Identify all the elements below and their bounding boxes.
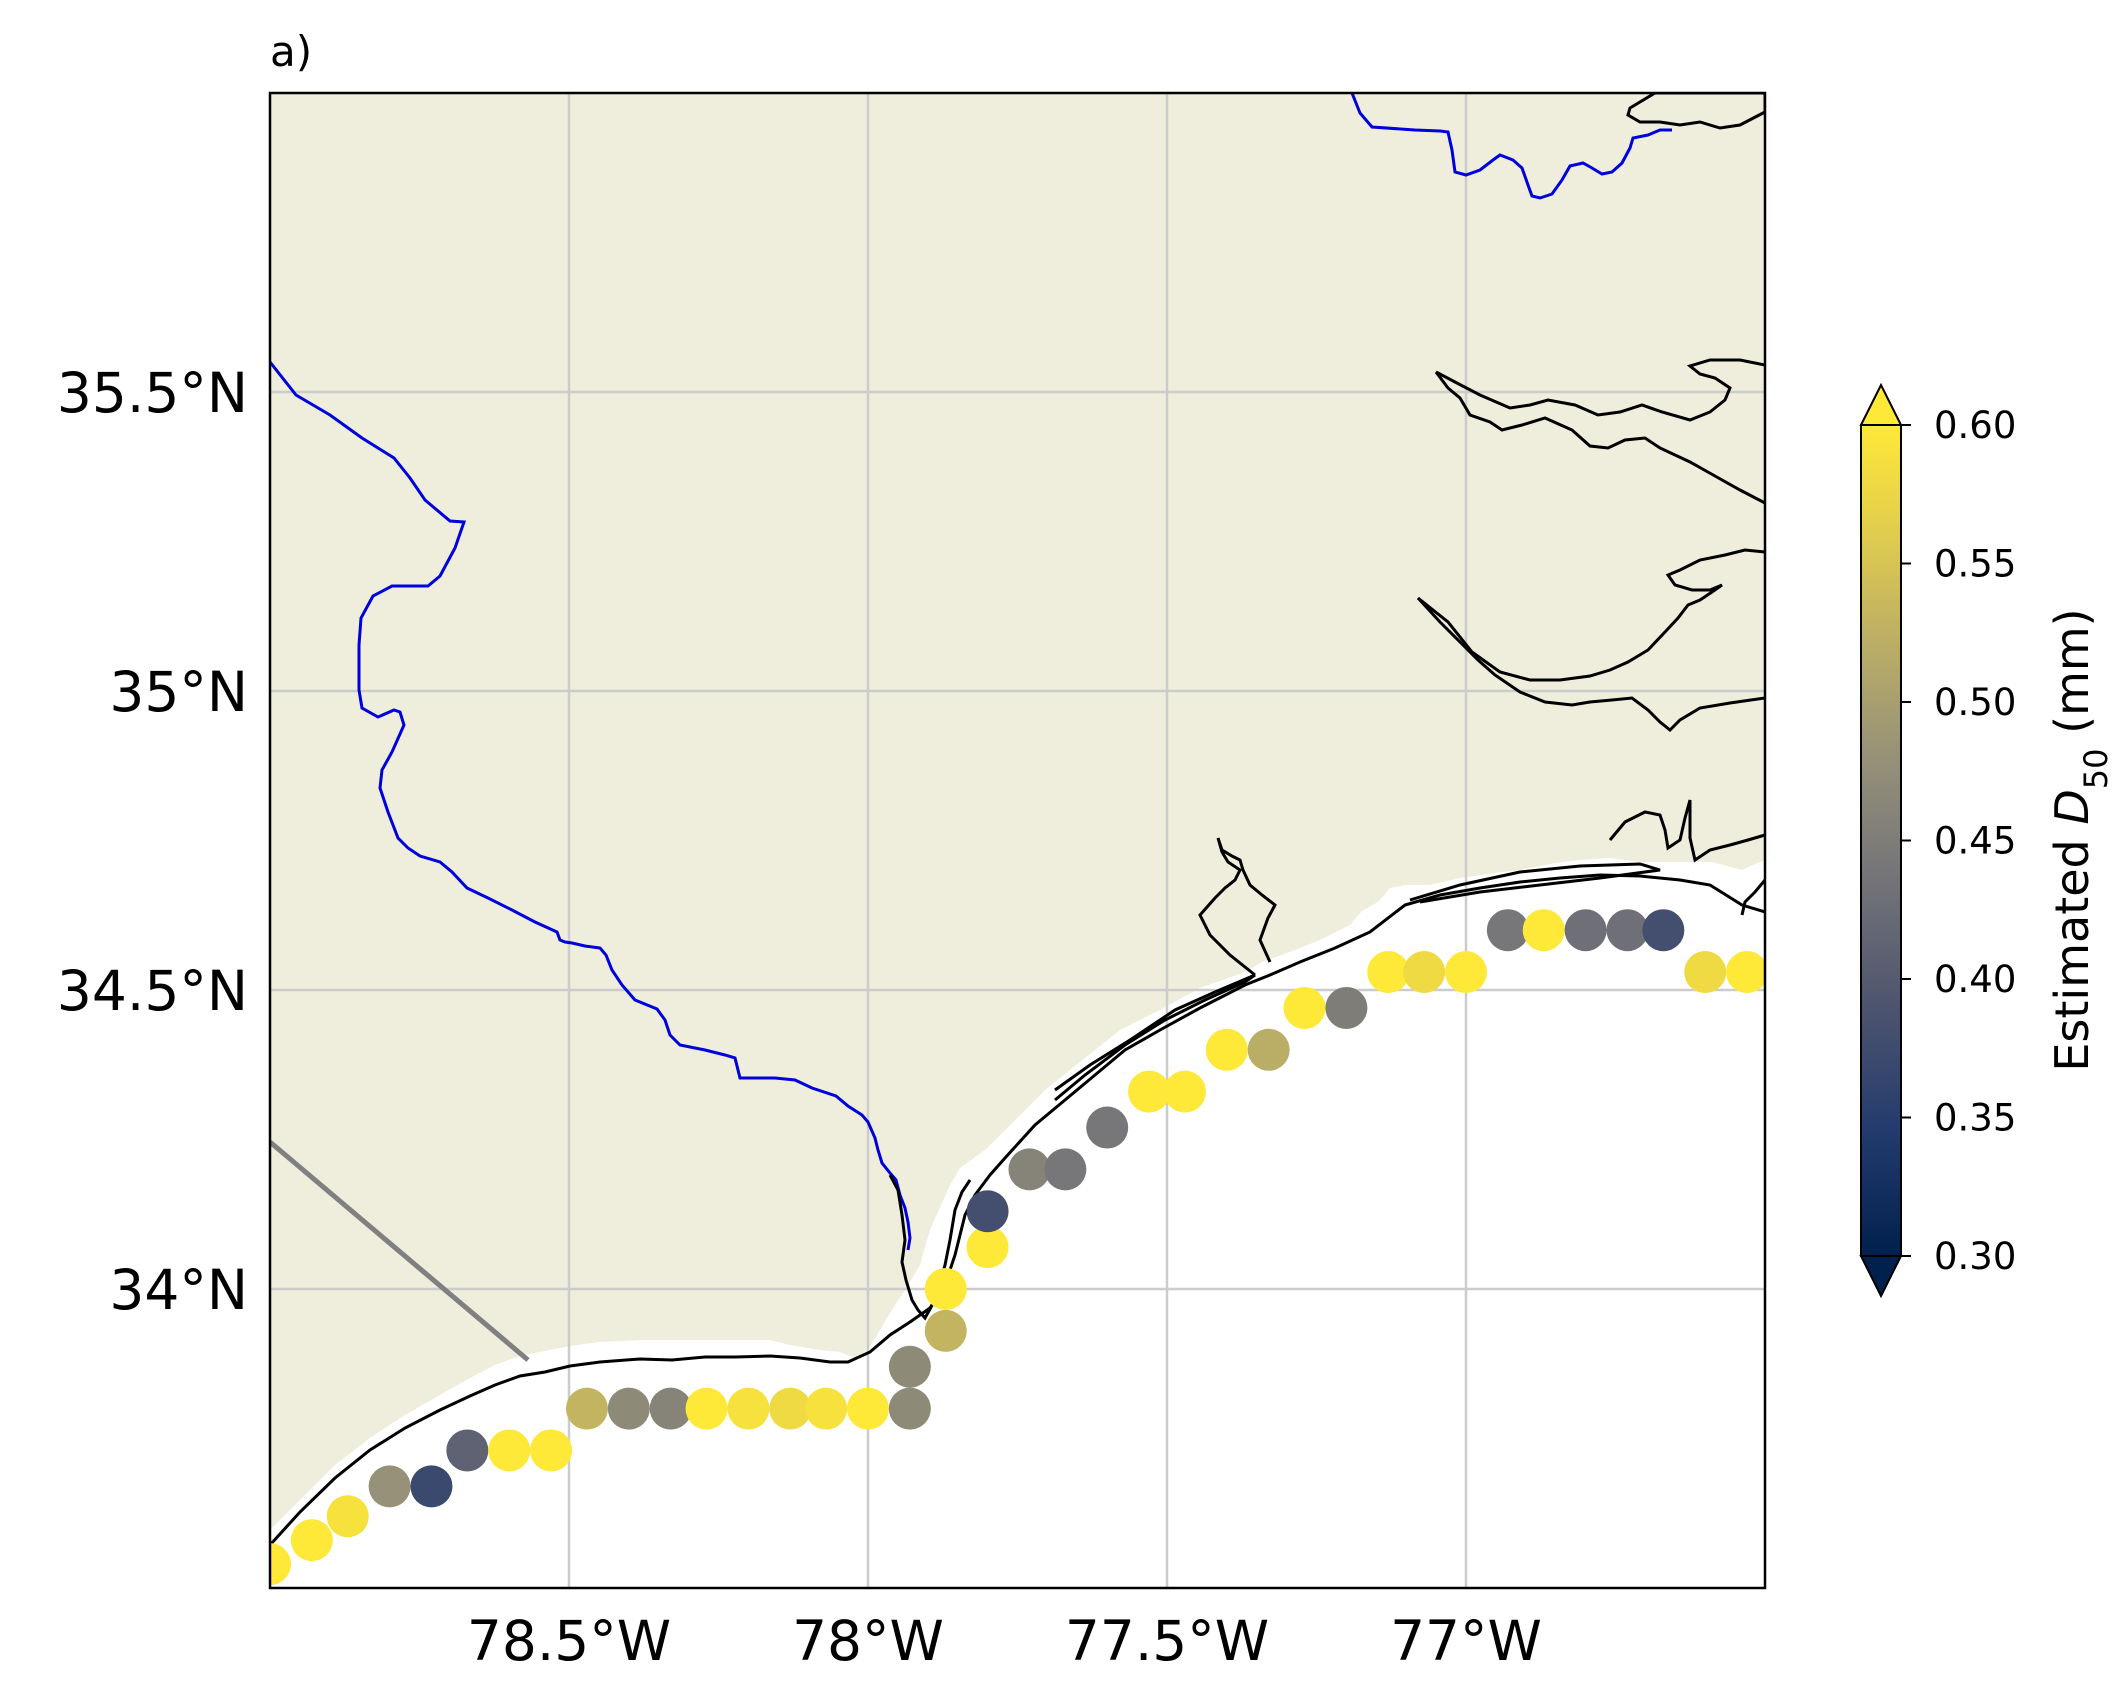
d50-point-8 xyxy=(565,1387,608,1430)
barrier-island-line-east xyxy=(1409,862,1661,904)
d50-point-9 xyxy=(607,1387,650,1430)
gridlines xyxy=(270,93,1765,1588)
lat-tick-label-2: 34.5°N xyxy=(57,959,248,1023)
river-line-north xyxy=(1350,93,1672,200)
longitude-tick-labels: 78.5°W 78°W 77.5°W 77°W xyxy=(467,1609,1542,1673)
d50-point-4 xyxy=(410,1465,453,1508)
colorbar-body xyxy=(1860,424,1902,1257)
d50-point-11 xyxy=(685,1387,728,1430)
d50-point-21 xyxy=(966,1190,1009,1233)
d50-point-10 xyxy=(649,1387,692,1430)
d50-point-34 xyxy=(1486,909,1529,952)
d50-point-5 xyxy=(446,1429,489,1472)
d50-point-40 xyxy=(1726,951,1765,994)
sound-shoreline-2 xyxy=(1435,358,1765,422)
d50-point-35 xyxy=(1522,909,1565,952)
sound-shoreline-4 xyxy=(1417,548,1765,682)
d50-point-31 xyxy=(1367,951,1410,994)
lon-tick-label-2: 77.5°W xyxy=(1065,1609,1269,1673)
d50-point-20 xyxy=(966,1226,1009,1269)
d50-point-25 xyxy=(1128,1070,1171,1113)
d50-point-7 xyxy=(530,1429,573,1472)
d50-point-13 xyxy=(769,1387,812,1430)
d50-point-24 xyxy=(1086,1106,1129,1149)
sound-shoreline-3 xyxy=(1416,596,1765,733)
d50-point-12 xyxy=(727,1387,770,1430)
d50-point-6 xyxy=(488,1429,531,1472)
d50-point-23 xyxy=(1044,1148,1087,1191)
d50-point-16 xyxy=(888,1387,931,1430)
colorbar-tick-label-3: 0.45 xyxy=(1934,820,2016,863)
d50-point-32 xyxy=(1403,951,1446,994)
land-area xyxy=(270,93,1765,1530)
colorbar-tick-label-2: 0.40 xyxy=(1934,958,2016,1001)
d50-point-29 xyxy=(1283,986,1326,1029)
map-axes xyxy=(270,93,1765,1588)
lat-tick-label-3: 34°N xyxy=(109,1258,248,1322)
colorbar-label: Estimated D50 (mm) xyxy=(2045,608,2113,1071)
colorbar-tick-label-6: 0.60 xyxy=(1934,404,2016,447)
colorbar-ticks: 0.30 0.35 0.40 0.45 0.50 0.55 0.60 xyxy=(1901,404,2016,1278)
panel-label: a) xyxy=(270,27,312,76)
d50-points xyxy=(270,909,1765,1586)
colorbar-tick-label-5: 0.55 xyxy=(1934,543,2016,586)
d50-point-28 xyxy=(1247,1028,1290,1071)
latitude-tick-labels: 35.5°N 35°N 34.5°N 34°N xyxy=(57,361,248,1322)
d50-point-19 xyxy=(924,1268,967,1310)
d50-point-0 xyxy=(270,1543,291,1586)
d50-point-14 xyxy=(805,1387,848,1430)
lon-tick-label-0: 78.5°W xyxy=(467,1609,671,1673)
sound-shoreline-7 xyxy=(1626,93,1765,130)
d50-point-33 xyxy=(1445,951,1487,994)
lat-tick-label-1: 35°N xyxy=(109,660,248,724)
d50-point-39 xyxy=(1684,951,1727,994)
barrier-island-line xyxy=(1054,973,1256,1102)
lon-tick-label-1: 78°W xyxy=(792,1609,944,1673)
inlet-line xyxy=(1198,837,1277,977)
sound-shoreline-5 xyxy=(1608,799,1765,863)
d50-point-18 xyxy=(924,1309,967,1352)
d50-point-26 xyxy=(1163,1070,1206,1113)
sound-shoreline-1 xyxy=(1434,371,1765,505)
d50-point-22 xyxy=(1008,1148,1051,1191)
map-frame xyxy=(268,91,1767,1590)
d50-point-27 xyxy=(1205,1028,1248,1071)
sound-shoreline-6 xyxy=(1740,879,1765,916)
d50-point-30 xyxy=(1325,986,1368,1029)
d50-point-37 xyxy=(1606,909,1649,952)
lat-tick-label-0: 35.5°N xyxy=(57,361,248,425)
colorbar-tick-label-4: 0.50 xyxy=(1934,681,2016,724)
lon-tick-label-3: 77°W xyxy=(1390,1609,1542,1673)
d50-point-3 xyxy=(368,1465,411,1508)
colorbar-tick-label-0: 0.30 xyxy=(1934,1235,2016,1278)
d50-point-17 xyxy=(888,1345,931,1388)
colorbar-tick-label-1: 0.35 xyxy=(1934,1097,2016,1140)
coastline xyxy=(270,873,1765,1547)
d50-point-38 xyxy=(1642,909,1685,952)
colorbar-extend-min xyxy=(1859,1255,1903,1299)
d50-point-2 xyxy=(326,1495,369,1538)
d50-point-15 xyxy=(847,1387,889,1430)
state-boundary-line xyxy=(270,1140,530,1362)
d50-point-36 xyxy=(1564,909,1607,952)
estuary-line xyxy=(888,1174,972,1321)
d50-point-1 xyxy=(290,1519,333,1562)
river-line xyxy=(270,361,912,1251)
colorbar: 0.30 0.35 0.40 0.45 0.50 0.55 0.60 Estimated D… xyxy=(1859,382,2113,1299)
colorbar-extend-max xyxy=(1859,382,1903,426)
